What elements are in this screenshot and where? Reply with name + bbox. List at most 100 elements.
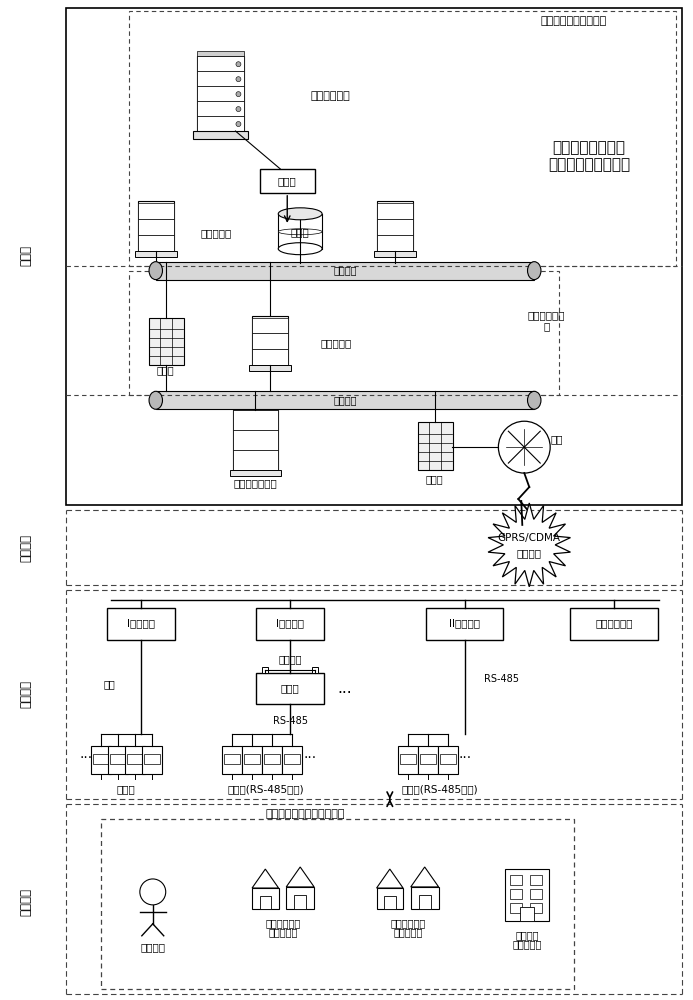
FancyBboxPatch shape — [398, 746, 418, 774]
Text: ...: ... — [304, 747, 317, 761]
FancyBboxPatch shape — [261, 169, 315, 193]
Text: ...: ... — [337, 681, 352, 696]
FancyBboxPatch shape — [129, 11, 676, 266]
Text: 低压单相一般: 低压单相一般 — [265, 918, 301, 928]
Text: 关口计量点: 关口计量点 — [513, 939, 542, 949]
FancyBboxPatch shape — [156, 262, 534, 280]
Polygon shape — [252, 869, 279, 888]
Text: 窄带载波: 窄带载波 — [279, 655, 302, 665]
Text: 防火墙: 防火墙 — [426, 474, 444, 484]
Text: ...: ... — [80, 747, 93, 761]
FancyBboxPatch shape — [197, 86, 245, 101]
FancyBboxPatch shape — [295, 895, 306, 909]
Text: 载波: 载波 — [103, 679, 115, 689]
Text: 采集器: 采集器 — [281, 683, 299, 693]
Circle shape — [236, 122, 241, 127]
Text: I型集中器: I型集中器 — [127, 619, 155, 629]
Circle shape — [236, 107, 241, 112]
Text: RS-485: RS-485 — [273, 716, 308, 726]
FancyBboxPatch shape — [197, 51, 245, 56]
Ellipse shape — [527, 262, 541, 280]
FancyBboxPatch shape — [420, 754, 436, 764]
FancyBboxPatch shape — [530, 903, 542, 913]
FancyBboxPatch shape — [570, 608, 658, 640]
Ellipse shape — [279, 229, 322, 235]
FancyBboxPatch shape — [312, 667, 318, 673]
Text: 电能表(RS-485接口): 电能表(RS-485接口) — [401, 784, 478, 794]
Ellipse shape — [279, 243, 322, 255]
FancyBboxPatch shape — [231, 470, 281, 476]
FancyBboxPatch shape — [125, 746, 145, 774]
FancyBboxPatch shape — [377, 235, 413, 251]
Text: 信息内网: 信息内网 — [333, 395, 357, 405]
Text: 居民及低压一般工商业用户: 居民及低压一般工商业用户 — [265, 809, 345, 819]
Circle shape — [236, 92, 241, 97]
Text: 工商业用户: 工商业用户 — [393, 927, 423, 937]
Circle shape — [140, 879, 166, 905]
Text: 现场终端: 现场终端 — [20, 680, 33, 708]
FancyBboxPatch shape — [263, 746, 282, 774]
Text: 中间库: 中间库 — [278, 176, 297, 186]
Ellipse shape — [527, 391, 541, 409]
FancyBboxPatch shape — [400, 754, 416, 764]
Text: 配变监测终端: 配变监测终端 — [595, 619, 633, 629]
Polygon shape — [376, 869, 403, 888]
Text: 信息内网: 信息内网 — [333, 266, 357, 276]
FancyBboxPatch shape — [520, 907, 534, 921]
FancyBboxPatch shape — [252, 349, 288, 365]
FancyBboxPatch shape — [426, 608, 503, 640]
FancyBboxPatch shape — [197, 116, 245, 131]
FancyBboxPatch shape — [197, 56, 245, 131]
Text: 公用配变: 公用配变 — [516, 930, 539, 940]
Circle shape — [498, 421, 550, 473]
FancyBboxPatch shape — [101, 819, 574, 989]
FancyBboxPatch shape — [264, 754, 280, 764]
Ellipse shape — [279, 208, 322, 220]
Text: RS-485: RS-485 — [484, 675, 519, 685]
FancyBboxPatch shape — [91, 746, 111, 774]
FancyBboxPatch shape — [197, 71, 245, 86]
Text: 居民用户: 居民用户 — [140, 942, 165, 952]
Text: 接口服务器: 接口服务器 — [320, 338, 351, 348]
FancyBboxPatch shape — [108, 746, 128, 774]
FancyBboxPatch shape — [142, 746, 161, 774]
FancyBboxPatch shape — [138, 203, 174, 219]
Text: 前置采集服务器: 前置采集服务器 — [234, 478, 277, 488]
FancyBboxPatch shape — [418, 422, 453, 470]
FancyBboxPatch shape — [234, 410, 279, 470]
FancyBboxPatch shape — [252, 333, 288, 349]
FancyBboxPatch shape — [249, 365, 291, 371]
FancyBboxPatch shape — [510, 903, 523, 913]
FancyBboxPatch shape — [510, 889, 523, 899]
Text: 工商业用户: 工商业用户 — [269, 927, 298, 937]
FancyBboxPatch shape — [279, 214, 322, 249]
FancyBboxPatch shape — [138, 201, 174, 251]
Text: I型集中器: I型集中器 — [277, 619, 304, 629]
FancyBboxPatch shape — [377, 201, 413, 251]
FancyBboxPatch shape — [127, 754, 143, 764]
FancyBboxPatch shape — [252, 316, 288, 365]
FancyBboxPatch shape — [284, 754, 300, 764]
FancyBboxPatch shape — [129, 271, 559, 395]
FancyBboxPatch shape — [110, 754, 126, 764]
FancyBboxPatch shape — [197, 101, 245, 116]
FancyBboxPatch shape — [234, 410, 279, 430]
FancyBboxPatch shape — [419, 895, 430, 909]
FancyBboxPatch shape — [225, 754, 240, 764]
FancyBboxPatch shape — [282, 746, 302, 774]
FancyBboxPatch shape — [245, 754, 261, 764]
FancyBboxPatch shape — [66, 8, 682, 505]
FancyBboxPatch shape — [107, 608, 175, 640]
FancyBboxPatch shape — [510, 875, 523, 885]
FancyBboxPatch shape — [149, 318, 184, 365]
Text: 低压三相一般: 低压三相一般 — [390, 918, 426, 928]
Text: 无线公网: 无线公网 — [517, 548, 542, 558]
FancyBboxPatch shape — [234, 450, 279, 470]
Text: II型集中器: II型集中器 — [449, 619, 480, 629]
Text: 数据库: 数据库 — [291, 227, 310, 237]
FancyBboxPatch shape — [252, 888, 279, 909]
Text: 通信信道: 通信信道 — [20, 534, 33, 562]
Text: 服务器: 服务器 — [20, 245, 33, 266]
FancyBboxPatch shape — [374, 251, 416, 257]
FancyBboxPatch shape — [377, 219, 413, 235]
